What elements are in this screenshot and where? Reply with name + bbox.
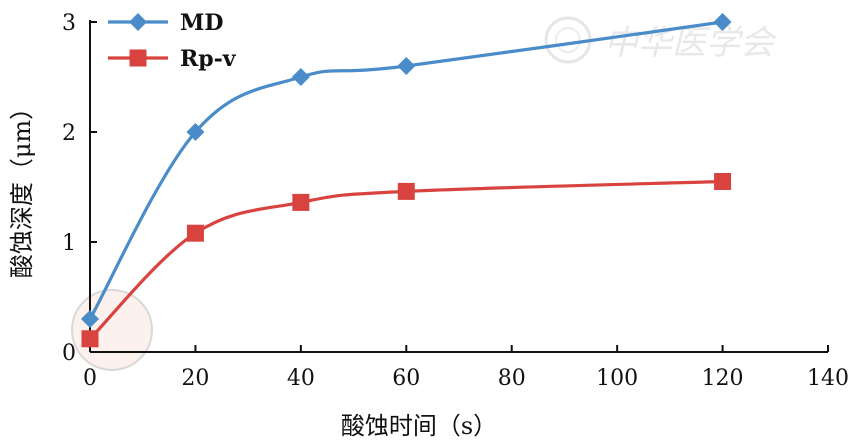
data-point (714, 173, 732, 190)
data-point (186, 224, 204, 242)
x-tick-label: 20 (181, 366, 209, 391)
data-point (397, 57, 416, 75)
legend-item: Rp-v (108, 46, 237, 72)
series-rp-v (81, 173, 732, 348)
legend-marker (129, 13, 147, 31)
legend-marker (129, 49, 147, 67)
data-point (81, 310, 99, 328)
x-tick-label: 120 (702, 366, 744, 391)
x-tick-label: 80 (498, 366, 526, 391)
y-tick-label: 2 (62, 121, 76, 146)
data-point (186, 123, 205, 141)
watermark-seal-inner-icon (555, 27, 581, 53)
data-point (81, 330, 99, 348)
legend-label: Rp-v (180, 46, 237, 72)
y-tick-label: 3 (62, 11, 76, 36)
axes: 0 1 2 3 0 20 40 60 80 100 120 140 (62, 11, 849, 391)
x-tick-label: 140 (807, 366, 849, 391)
legend-item: MD (108, 10, 223, 36)
legend: MD Rp-v (108, 10, 237, 72)
origin-seal (71, 289, 153, 371)
x-tick-label: 0 (83, 366, 97, 391)
origin-seal-icon (71, 289, 153, 371)
data-point (397, 182, 415, 200)
x-tick-label: 100 (596, 366, 638, 391)
x-tick-label: 40 (287, 366, 315, 391)
data-point (713, 13, 732, 31)
data-point (292, 193, 310, 211)
data-point (291, 68, 310, 86)
x-tick-label: 60 (392, 366, 420, 391)
series-layer (81, 13, 732, 348)
y-axis-title: 酸蚀深度（μm） (8, 96, 36, 278)
watermark: 中华医学会 (544, 16, 778, 64)
series-md (81, 13, 732, 328)
series-line (88, 179, 723, 340)
y-tick-label: 1 (62, 231, 76, 256)
y-tick-label: 0 (62, 341, 76, 366)
x-axis-title: 酸蚀时间（s） (341, 412, 497, 440)
watermark-text: 中华医学会 (604, 23, 778, 63)
legend-label: MD (180, 10, 223, 36)
